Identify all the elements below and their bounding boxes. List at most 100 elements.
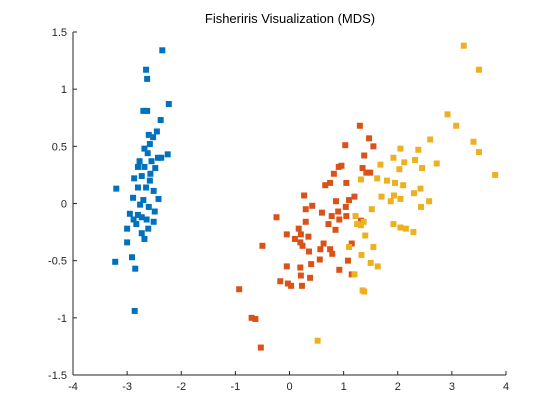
data-point: [143, 184, 150, 191]
data-point: [333, 198, 340, 205]
data-point: [357, 176, 364, 183]
data-point: [140, 197, 147, 204]
x-tick-label: 4: [503, 381, 509, 393]
data-point: [362, 232, 369, 239]
data-point: [302, 218, 309, 225]
data-point: [295, 225, 302, 232]
data-point: [336, 216, 343, 223]
data-point: [335, 208, 342, 215]
y-tick-label: 1: [61, 84, 67, 96]
data-point: [299, 242, 306, 249]
data-point: [390, 221, 397, 228]
x-tick-label: -3: [122, 381, 132, 393]
series-2: [236, 122, 377, 351]
data-point: [316, 256, 323, 263]
data-point: [325, 221, 332, 228]
data-point: [148, 158, 155, 165]
data-point: [390, 192, 397, 199]
data-point: [318, 209, 325, 216]
data-point: [307, 274, 314, 281]
data-point: [153, 128, 160, 135]
data-point: [361, 152, 368, 159]
data-point: [317, 246, 324, 253]
data-point: [130, 194, 137, 201]
data-point: [133, 221, 140, 228]
data-point: [492, 171, 499, 178]
data-point: [378, 193, 385, 200]
data-point: [368, 206, 375, 213]
x-tick-label: 1: [341, 381, 347, 393]
data-point: [143, 66, 150, 73]
data-point: [357, 222, 364, 229]
data-point: [288, 282, 295, 289]
data-point: [322, 182, 329, 189]
data-point: [302, 206, 309, 213]
series-1: [112, 47, 172, 314]
data-point: [401, 159, 408, 166]
data-point: [342, 142, 349, 149]
data-point: [134, 163, 141, 170]
data-point: [460, 42, 467, 49]
data-point: [343, 179, 350, 186]
data-point: [291, 235, 298, 242]
data-point: [346, 197, 353, 204]
data-point: [320, 240, 327, 247]
data-point: [140, 107, 147, 114]
data-point: [158, 154, 165, 161]
data-point: [131, 175, 138, 182]
data-point: [144, 107, 151, 114]
data-point: [370, 243, 377, 250]
y-tick-label: 0.5: [52, 141, 67, 153]
data-point: [150, 134, 157, 141]
data-point: [141, 235, 148, 242]
data-point: [410, 229, 417, 236]
data-point: [283, 263, 290, 270]
data-point: [154, 154, 161, 161]
data-point: [126, 210, 133, 217]
y-tick-label: -1: [57, 313, 67, 325]
data-point: [131, 307, 138, 314]
data-point: [335, 163, 342, 170]
data-point: [305, 233, 312, 240]
data-point: [138, 230, 145, 237]
data-point: [164, 151, 171, 158]
data-point: [305, 248, 312, 255]
data-point: [358, 251, 365, 258]
data-point: [128, 254, 135, 261]
data-point: [412, 157, 419, 164]
data-point: [400, 182, 407, 189]
data-point: [124, 225, 131, 232]
data-point: [367, 169, 374, 176]
data-point: [252, 315, 259, 322]
data-point: [397, 145, 404, 152]
x-tick-label: -2: [176, 381, 186, 393]
data-point: [327, 179, 334, 186]
data-point: [147, 170, 154, 177]
data-point: [470, 138, 477, 145]
data-point: [259, 242, 266, 249]
data-point: [415, 146, 422, 153]
data-point: [157, 117, 164, 124]
x-tick-label: -1: [230, 381, 240, 393]
data-point: [283, 231, 290, 238]
data-point: [145, 203, 152, 210]
data-point: [427, 136, 434, 143]
data-point: [124, 239, 131, 246]
data-point: [309, 202, 316, 209]
data-point: [145, 131, 152, 138]
data-point: [151, 208, 158, 215]
data-point: [433, 160, 440, 167]
data-point: [297, 264, 304, 271]
x-tick-label: -4: [68, 381, 78, 393]
data-point: [327, 246, 334, 253]
data-point: [344, 257, 351, 264]
data-point: [352, 213, 359, 220]
data-point: [390, 154, 397, 161]
data-point: [137, 201, 144, 208]
data-point: [342, 203, 349, 210]
data-point: [418, 203, 425, 210]
data-point: [159, 47, 166, 54]
data-point: [475, 66, 482, 73]
data-point: [374, 263, 381, 270]
data-point: [383, 177, 390, 184]
